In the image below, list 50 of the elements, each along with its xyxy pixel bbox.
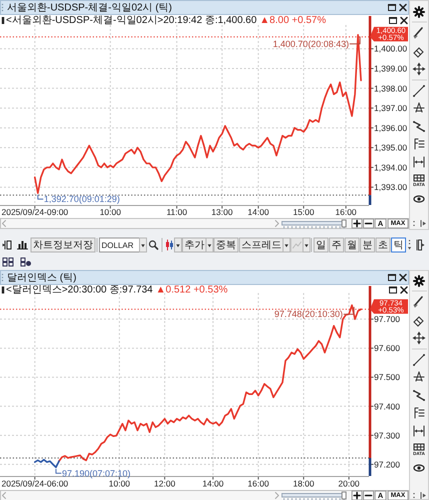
text: DOLLAR	[102, 241, 134, 250]
annotation: ▲0.512 +0.53%	[156, 284, 228, 296]
line-series	[34, 458, 60, 468]
text: 중복	[216, 240, 236, 251]
y-tick-label: 1,393.00	[374, 182, 408, 192]
x-tick-label: 2025/09/24-09:00	[2, 207, 68, 217]
x-tick-label: 13:00	[211, 207, 233, 217]
y-tick-label: 97.400	[374, 401, 400, 412]
chart-title: 달러인덱스 (틱)	[7, 272, 76, 284]
x-tick-label: 15:00	[292, 207, 315, 217]
text: 분	[362, 240, 373, 251]
text: 틱	[394, 240, 404, 251]
text: 일	[316, 240, 326, 251]
x-tick-label: 14:00	[202, 478, 224, 488]
y-tick-label: 1,396.00	[374, 122, 408, 133]
x-tick-label: 11:00	[166, 207, 188, 217]
chart-subtitle: <서울외환-USDSP-체결-익일02시>20:19:42 종:1,400.60	[6, 15, 258, 26]
x-tick-label: 14:00	[248, 207, 270, 217]
x-tick-label: 16:00	[248, 478, 270, 488]
x-tick-label: 2025/09/24-06:00	[2, 478, 68, 488]
x-tick-label: 20:00	[338, 478, 360, 488]
annotation: 97.748(20:10:30)	[274, 309, 343, 320]
y-tick-label: 97.200	[374, 459, 400, 470]
chart-title: 서울외환-USDSP-체결-익일02시 (틱)	[7, 2, 172, 14]
annotation: 1,392.70(09:01:29)	[44, 194, 120, 204]
x-tick-label: 18:00	[292, 478, 315, 488]
y-tick-label: 1,397.00	[374, 103, 408, 114]
x-tick-label: 12:00	[154, 478, 176, 488]
text: 스프레드	[242, 240, 282, 251]
annotation: 97.190(07:07:10)	[62, 468, 131, 478]
y-tick-label: 97.300	[374, 430, 400, 440]
y-tick-label: 1,400.00	[374, 44, 408, 54]
y-tick-label: 97.700	[374, 314, 400, 324]
annotation: 1,400.70(20:08:43)	[272, 38, 349, 49]
y-tick-label: 1,395.00	[374, 142, 408, 153]
x-tick-label: 16:00	[335, 207, 357, 217]
x-tick-label: 10:00	[108, 478, 130, 488]
y-tick-label: 97.500	[374, 372, 400, 382]
text: 차트정보저장	[33, 240, 93, 251]
chart-subtitle: <달러인덱스>20:30:00 종:97.734	[6, 284, 154, 296]
y-tick-label: 1,394.00	[374, 162, 408, 172]
annotation: ▲8.00 +0.57%	[260, 15, 326, 26]
x-tick-label: 10:00	[100, 207, 122, 217]
y-tick-label: 1,399.00	[374, 64, 408, 74]
text: 초	[378, 240, 388, 251]
text: 추가	[184, 240, 205, 251]
text: 주	[332, 240, 342, 251]
text: 월	[347, 240, 358, 251]
y-tick-label: 97.600	[374, 343, 400, 354]
y-tick-label: 1,398.00	[374, 83, 408, 94]
